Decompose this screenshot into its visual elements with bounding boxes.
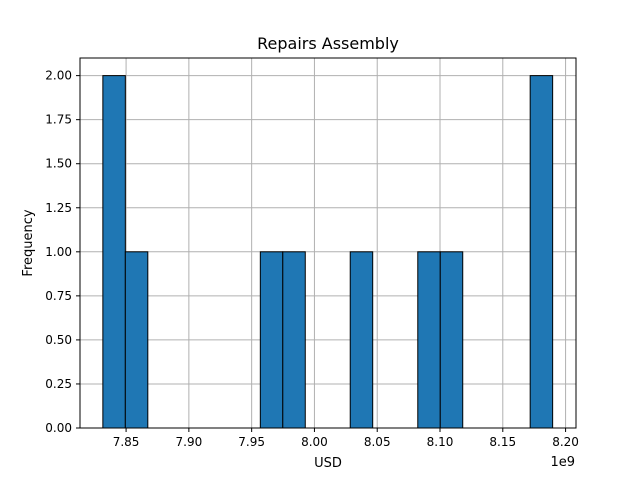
y-tick-label: 1.00 bbox=[45, 245, 72, 259]
y-axis-label: Frequency bbox=[21, 209, 36, 276]
y-tick-label: 1.75 bbox=[45, 113, 72, 127]
x-tick-label: 7.90 bbox=[176, 435, 203, 449]
x-tick-label: 8.00 bbox=[301, 435, 328, 449]
plot-frame bbox=[79, 57, 577, 429]
x-axis-label: USD bbox=[314, 456, 342, 471]
chart-title: Repairs Assembly bbox=[257, 34, 399, 53]
histogram-bar bbox=[102, 75, 126, 429]
x-tick-label: 7.85 bbox=[113, 435, 140, 449]
x-tick-label: 8.10 bbox=[427, 435, 454, 449]
y-tick-label: 1.25 bbox=[45, 201, 72, 215]
histogram-bar bbox=[124, 251, 149, 429]
x-tick-label: 7.95 bbox=[238, 435, 265, 449]
y-tick-label: 0.75 bbox=[45, 289, 72, 303]
x-axis-ticks: 7.85 7.90 7.95 8.00 8.05 8.10 8.15 8.20 bbox=[113, 428, 579, 449]
x-tick-label: 8.05 bbox=[364, 435, 391, 449]
histogram-bar bbox=[349, 251, 374, 429]
y-axis-ticks: 0.00 0.25 0.50 0.75 1.00 1.25 1.50 1.75 2.00 bbox=[45, 69, 80, 435]
y-tick-label: 1.50 bbox=[45, 157, 72, 171]
histogram-bar bbox=[529, 75, 554, 429]
y-tick-label: 0.25 bbox=[45, 377, 72, 391]
x-tick-label: 8.20 bbox=[552, 435, 579, 449]
histogram-bar bbox=[439, 251, 464, 429]
x-axis-offset-label: 1e9 bbox=[550, 455, 575, 470]
histogram-bar bbox=[282, 251, 306, 429]
histogram-bar bbox=[259, 251, 284, 429]
y-tick-label: 2.00 bbox=[45, 69, 72, 83]
y-tick-label: 0.00 bbox=[45, 421, 72, 435]
y-tick-label: 0.50 bbox=[45, 333, 72, 347]
histogram-bar bbox=[417, 251, 441, 429]
x-tick-label: 8.15 bbox=[489, 435, 516, 449]
